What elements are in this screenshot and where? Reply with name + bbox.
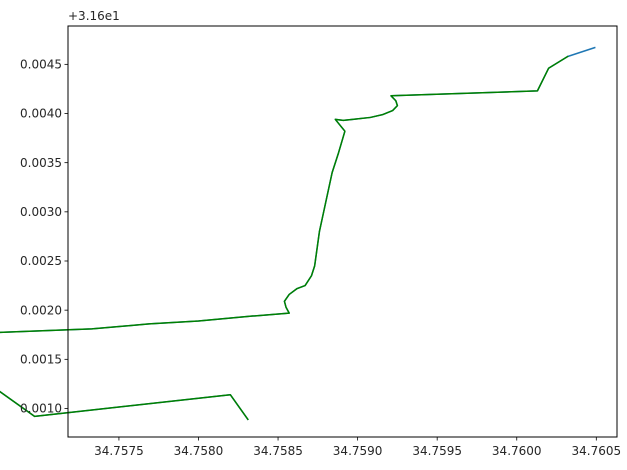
x-tick-label: 34.7600 [492,444,542,458]
x-tick-label: 34.7575 [94,444,144,458]
x-tick-label: 34.7605 [572,444,622,458]
y-tick-label: 0.0010 [20,402,62,416]
x-tick-label: 34.7595 [412,444,462,458]
x-tick-label: 34.7590 [333,444,383,458]
y-tick-label: 0.0045 [20,58,62,72]
y-axis-offset-label: +3.16e1 [68,9,120,23]
y-tick-label: 0.0030 [20,205,62,219]
y-axis: 0.0010 0.0015 0.0020 0.0025 0.0030 0.0035 0.00… [20,58,68,416]
series-layer [0,46,596,421]
y-tick-label: 0.0035 [20,156,62,170]
x-tick-label: 34.7580 [174,444,224,458]
y-tick-label: 0.0015 [20,353,62,367]
x-axis: 34.7575 34.7580 34.7585 34.7590 34.7595 34.76… [94,437,621,458]
x-tick-label: 34.7585 [253,444,303,458]
y-tick-label: 0.0020 [20,303,62,317]
y-tick-label: 0.0040 [20,107,62,121]
y-tick-label: 0.0025 [20,254,62,268]
series-line-2 [0,55,569,421]
axes-frame [67,25,618,438]
